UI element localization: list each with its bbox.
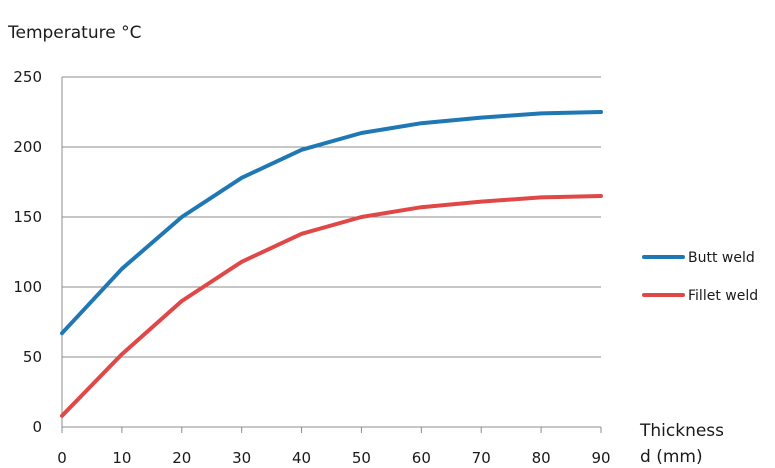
y-tick-label: 150 <box>13 208 42 226</box>
y-axis-title: Temperature °C <box>7 23 141 43</box>
legend-label: Butt weld <box>688 250 755 266</box>
x-tick-label: 50 <box>352 449 371 467</box>
series-line-1 <box>60 110 603 336</box>
series-lines <box>60 110 603 418</box>
x-tick-label: 0 <box>57 449 67 467</box>
legend: Butt weld Fillet weld <box>642 250 758 304</box>
x-axis-title-line-1: Thickness <box>639 421 724 441</box>
x-tick-labels: 0 10 20 30 40 50 60 70 80 90 <box>57 449 610 467</box>
gridlines <box>62 76 601 358</box>
y-tick-labels: 0 50 100 150 200 250 <box>13 68 42 436</box>
x-tick-label: 60 <box>412 449 431 467</box>
y-tick-label: 50 <box>23 348 42 366</box>
x-tick-label: 40 <box>292 449 311 467</box>
axes <box>61 77 602 433</box>
legend-label: Fillet weld <box>688 288 758 304</box>
x-tick-label: 70 <box>472 449 491 467</box>
y-tick-label: 100 <box>13 278 42 296</box>
x-tick-label: 80 <box>532 449 551 467</box>
series-line-2 <box>60 194 603 418</box>
y-tick-label: 250 <box>13 68 42 86</box>
y-tick-label: 200 <box>13 138 42 156</box>
y-tick-label: 0 <box>32 418 42 436</box>
x-tick-label: 10 <box>112 449 131 467</box>
x-axis-title-line-2: d (mm) <box>640 447 703 467</box>
x-tick-label: 30 <box>232 449 251 467</box>
x-tick-label: 20 <box>172 449 191 467</box>
x-tick-label: 90 <box>591 449 610 467</box>
